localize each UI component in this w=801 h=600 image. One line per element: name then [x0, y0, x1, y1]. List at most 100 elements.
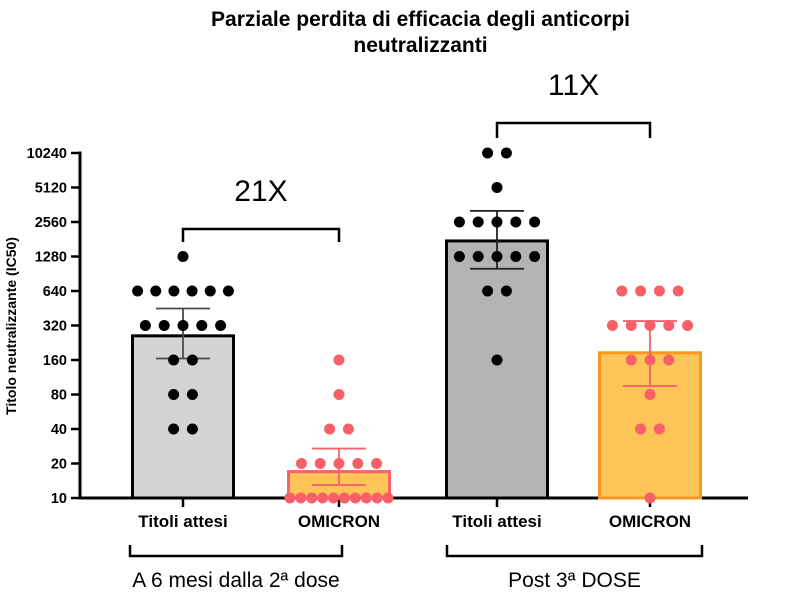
- data-point: [491, 216, 503, 228]
- data-point: [500, 285, 512, 297]
- data-point: [314, 458, 326, 469]
- data-point: [295, 458, 307, 469]
- data-point: [616, 285, 628, 297]
- data-point: [186, 389, 198, 400]
- y-axis-title: Titolo neutralizzante (IC50): [3, 237, 19, 415]
- y-tick-label: 1280: [35, 250, 67, 266]
- data-point: [177, 320, 189, 331]
- fold-change-label: 11X: [548, 69, 599, 102]
- data-point: [168, 423, 180, 435]
- x-category-label: Titoli attesi: [452, 512, 541, 531]
- comparison-bracket: [495, 121, 652, 138]
- data-point: [491, 182, 503, 193]
- data-point: [333, 458, 345, 469]
- data-point: [306, 492, 318, 504]
- y-tick-label: 2560: [35, 215, 67, 231]
- data-point: [168, 389, 180, 400]
- data-point: [682, 320, 694, 331]
- chart-title: Parziale perdita di efficacia degli anti…: [40, 7, 801, 59]
- data-point: [338, 492, 350, 504]
- data-point: [491, 251, 503, 262]
- data-point: [196, 320, 208, 331]
- y-tick-label: 10: [51, 491, 67, 507]
- fold-change-label: 21X: [234, 175, 287, 208]
- data-point: [635, 285, 647, 297]
- group-label: A 6 mesi dalla 2ª dose: [132, 569, 339, 592]
- bar-titoli-attesi-1: [131, 334, 235, 500]
- data-point: [382, 492, 394, 504]
- data-point: [371, 492, 383, 504]
- data-point: [510, 216, 522, 228]
- y-tick-label: 160: [43, 353, 67, 369]
- y-tick-label: 10240: [27, 146, 67, 162]
- data-point: [168, 285, 180, 297]
- group-bracket: [445, 545, 704, 558]
- y-tick-label: 5120: [35, 181, 67, 197]
- data-point: [606, 320, 618, 331]
- data-point: [215, 320, 227, 331]
- data-point: [352, 458, 364, 469]
- y-tick-label: 80: [51, 388, 67, 404]
- data-point: [644, 354, 656, 366]
- data-point: [333, 354, 345, 366]
- data-point: [529, 216, 541, 228]
- data-point: [529, 251, 541, 262]
- data-point: [472, 216, 484, 228]
- data-point: [663, 354, 675, 366]
- y-tick-label: 320: [43, 319, 67, 335]
- data-point: [342, 423, 354, 435]
- group-bracket: [128, 545, 344, 558]
- data-point: [186, 354, 198, 366]
- comparison-bracket: [181, 227, 341, 242]
- data-point: [317, 492, 329, 504]
- y-tick-label: 20: [51, 457, 67, 473]
- data-point: [333, 389, 345, 400]
- data-point: [328, 492, 340, 504]
- data-point: [482, 285, 494, 297]
- data-point: [139, 320, 151, 331]
- data-point: [482, 147, 494, 159]
- y-tick-label: 640: [43, 284, 67, 300]
- x-category-label: OMICRON: [298, 512, 380, 531]
- data-point: [132, 285, 144, 297]
- data-point: [663, 320, 675, 331]
- data-point: [324, 423, 336, 435]
- data-point: [222, 285, 234, 297]
- data-point: [204, 285, 216, 297]
- x-category-label: OMICRON: [609, 512, 691, 531]
- data-point: [371, 458, 383, 469]
- data-point: [500, 147, 512, 159]
- data-point: [491, 354, 503, 366]
- data-point: [625, 320, 637, 331]
- data-point: [168, 354, 180, 366]
- data-point: [644, 320, 656, 331]
- data-point: [150, 285, 162, 297]
- data-point: [510, 251, 522, 262]
- data-point: [635, 423, 647, 435]
- data-point: [453, 251, 465, 262]
- data-point: [186, 285, 198, 297]
- data-point: [177, 251, 189, 262]
- y-tick-label: 40: [51, 422, 67, 438]
- data-point: [644, 492, 656, 504]
- data-point: [295, 492, 307, 504]
- data-point: [653, 285, 665, 297]
- group-label: Post 3ª DOSE: [508, 569, 641, 592]
- data-point: [653, 423, 665, 435]
- data-point: [284, 492, 296, 504]
- chart-title-line1: Parziale perdita di efficacia degli anti…: [211, 8, 630, 31]
- data-point: [644, 389, 656, 400]
- data-point: [158, 320, 170, 331]
- data-point: [453, 216, 465, 228]
- x-category-label: Titoli attesi: [138, 512, 227, 531]
- data-point: [625, 354, 637, 366]
- data-point: [672, 285, 684, 297]
- chart-title-line2: neutralizzanti: [353, 34, 488, 57]
- data-point: [186, 423, 198, 435]
- data-point: [349, 492, 361, 504]
- data-point: [472, 251, 484, 262]
- bar-titoli-attesi-2: [445, 239, 549, 500]
- data-point: [360, 492, 372, 504]
